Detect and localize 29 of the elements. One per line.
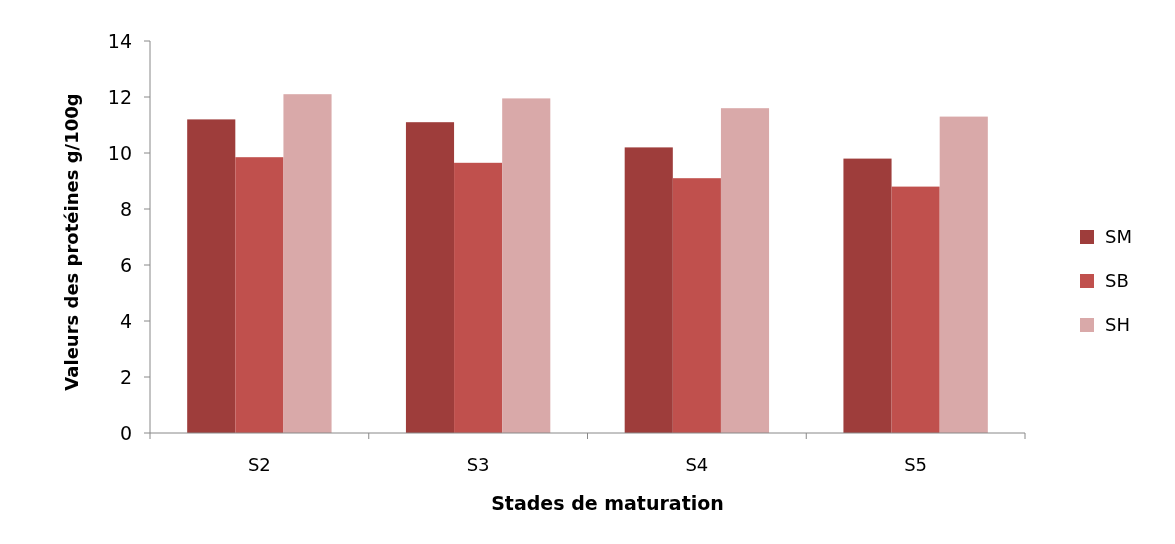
bar — [843, 158, 892, 433]
y-tick-label: 12 — [107, 85, 132, 108]
bar — [187, 119, 236, 433]
bar — [235, 157, 284, 433]
bar — [891, 186, 940, 433]
y-tick-label: 4 — [119, 309, 132, 332]
y-tick-label: 14 — [107, 29, 132, 52]
legend-label: SM — [1105, 226, 1132, 248]
bar — [454, 162, 503, 433]
x-tick-label: S5 — [904, 454, 928, 475]
y-axis-title: Valeurs des protéines g/100g — [61, 93, 82, 391]
y-tick-label: 10 — [107, 141, 132, 164]
y-tick-label: 8 — [119, 197, 132, 220]
bar — [405, 122, 455, 433]
legend-label: SH — [1105, 314, 1130, 336]
x-tick-label: S3 — [466, 454, 490, 475]
legend-label: SB — [1105, 270, 1129, 292]
x-tick-label: S2 — [247, 454, 271, 475]
y-tick-label: 2 — [119, 365, 132, 388]
bar — [283, 94, 332, 433]
bar — [939, 116, 988, 433]
x-axis-title: Stades de maturation — [491, 492, 724, 514]
bar — [720, 108, 770, 433]
y-tick-label: 6 — [119, 253, 132, 276]
bar — [502, 98, 551, 433]
y-tick-label: 0 — [119, 421, 132, 444]
bar — [624, 147, 673, 433]
x-tick-label: S4 — [685, 454, 709, 475]
bar — [672, 178, 721, 433]
